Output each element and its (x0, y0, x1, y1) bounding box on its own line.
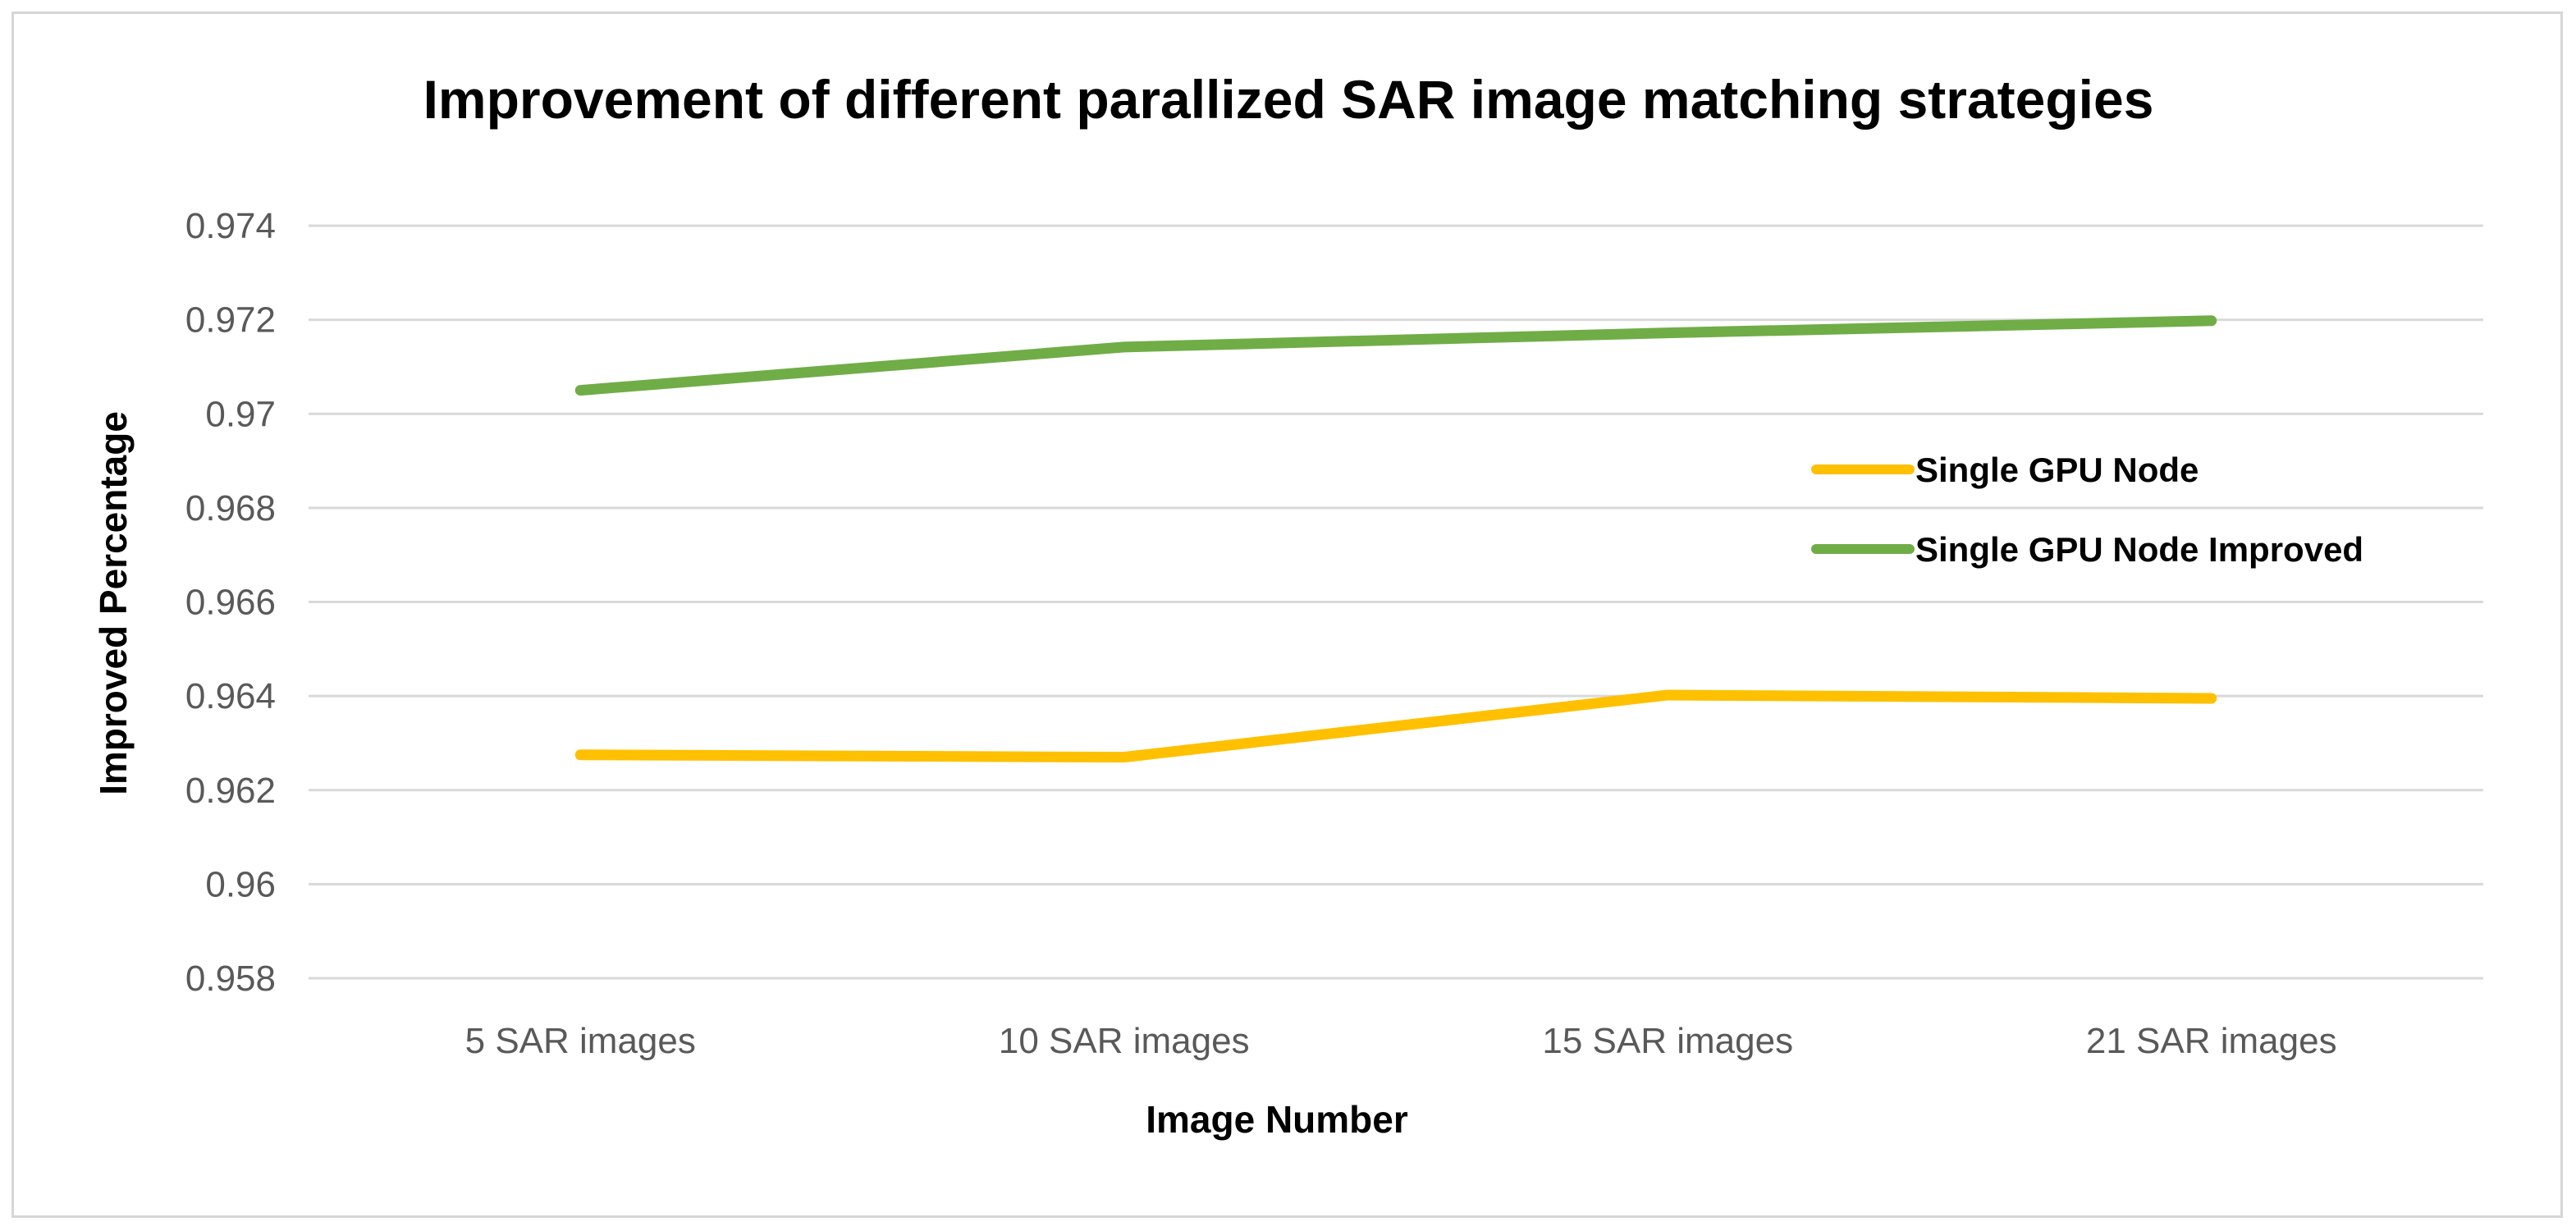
y-tick-label: 0.968 (185, 488, 276, 529)
y-tick-label: 0.964 (185, 676, 276, 716)
legend-label: Single GPU Node (1915, 451, 2199, 489)
x-tick-label: 21 SAR images (2086, 1021, 2337, 1061)
x-tick-labels: 5 SAR images 10 SAR images 15 SAR images 21… (465, 1021, 2337, 1061)
x-tick-label: 10 SAR images (999, 1021, 1250, 1061)
legend-label: Single GPU Node Improved (1915, 530, 2363, 569)
y-tick-label: 0.958 (185, 959, 276, 999)
y-tick-label: 0.96 (205, 864, 276, 904)
data-point (1123, 346, 1125, 348)
y-tick-label: 0.966 (185, 583, 276, 623)
series-lines (574, 315, 2217, 763)
x-tick-label: 15 SAR images (1542, 1021, 1793, 1061)
series-line-1 (574, 315, 2217, 396)
x-tick-label: 5 SAR images (465, 1021, 696, 1061)
x-axis-title: Image Number (1146, 1098, 1408, 1141)
legend: Single GPU Node Single GPU Node Improved (1811, 451, 2363, 569)
data-point (579, 754, 581, 756)
data-point (579, 390, 581, 391)
y-tick-label: 0.97 (205, 394, 276, 434)
gridlines (309, 224, 2483, 980)
series-line-0 (574, 689, 2217, 763)
y-tick-labels: 0.958 0.96 0.962 0.964 0.966 0.968 0.97 0.972 0.… (185, 206, 276, 999)
chart-title: Improvement of different parallized SAR … (423, 69, 2154, 130)
y-tick-label: 0.974 (185, 206, 276, 246)
y-tick-label: 0.972 (185, 300, 276, 341)
data-point (2211, 320, 2212, 322)
y-axis-title: Improved Percentage (92, 411, 135, 795)
chart-frame (11, 11, 2563, 1218)
y-tick-label: 0.962 (185, 771, 276, 811)
